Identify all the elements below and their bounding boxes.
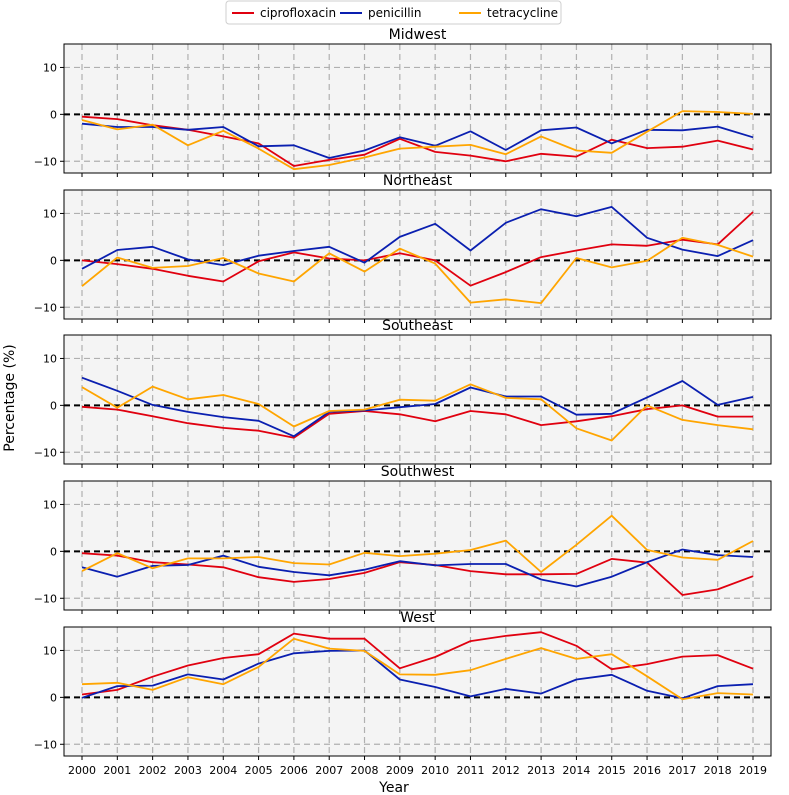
series-line-tetracycline xyxy=(81,637,754,701)
panel-title: West xyxy=(400,610,435,626)
y-tick-label: −10 xyxy=(34,738,57,751)
x-tick-label: 2006 xyxy=(280,764,308,777)
x-tick-label: 2012 xyxy=(492,764,520,777)
series-line-penicillin xyxy=(81,548,754,588)
y-axis-label: Percentage (%) xyxy=(2,344,18,451)
panel-title: Midwest xyxy=(389,27,447,43)
series-line-tetracycline xyxy=(81,514,754,573)
y-tick-label: 10 xyxy=(43,352,57,365)
plot-frame xyxy=(63,480,772,611)
legend-box xyxy=(225,0,562,25)
plot-area xyxy=(64,481,771,610)
x-tick-label: 2018 xyxy=(704,764,732,777)
x-tick-label: 2013 xyxy=(527,764,555,777)
y-tick-label: 0 xyxy=(50,399,57,412)
x-tick-label: 2003 xyxy=(174,764,202,777)
x-tick-label: 2001 xyxy=(103,764,131,777)
y-tick-label: 0 xyxy=(50,254,57,267)
panel-midwest: Midwest −10 0 10 xyxy=(34,27,772,177)
chart-panels: Midwest −10 0 10 Northeast −10 0 10 Southeast −10… xyxy=(34,27,772,777)
series-line-penicillin xyxy=(81,376,754,438)
x-tick-label: 2002 xyxy=(139,764,167,777)
y-tick-label: 0 xyxy=(50,545,57,558)
plot-frame xyxy=(63,334,772,465)
legend-label-penicillin: penicillin xyxy=(368,6,421,20)
x-tick-label: 2000 xyxy=(68,764,96,777)
panel-southeast: Southeast −10 0 10 xyxy=(34,318,772,468)
x-tick-label: 2015 xyxy=(598,764,626,777)
panel-title: Southeast xyxy=(382,318,453,334)
y-tick-label: 10 xyxy=(43,498,57,511)
plot-frame xyxy=(63,626,772,757)
series-line-ciprofloxacin xyxy=(81,115,754,167)
series-line-ciprofloxacin xyxy=(81,631,754,696)
y-tick-label: 10 xyxy=(43,61,57,74)
plot-frame xyxy=(63,43,772,174)
x-tick-label: 2004 xyxy=(209,764,237,777)
x-tick-label: 2008 xyxy=(351,764,379,777)
x-tick-label: 2014 xyxy=(562,764,590,777)
x-tick-label: 2007 xyxy=(315,764,343,777)
series-line-penicillin xyxy=(81,649,754,700)
panel-southwest: Southwest −10 0 10 xyxy=(34,464,772,614)
legend: ciprofloxacin penicillin tetracycline xyxy=(225,0,562,25)
series-line-penicillin xyxy=(81,205,754,270)
y-tick-label: −10 xyxy=(34,446,57,459)
legend-label-ciprofloxacin: ciprofloxacin xyxy=(260,6,336,20)
plot-area xyxy=(64,190,771,319)
x-tick-label: 2010 xyxy=(421,764,449,777)
y-tick-label: 10 xyxy=(43,644,57,657)
y-tick-label: 10 xyxy=(43,207,57,220)
series-line-penicillin xyxy=(81,122,754,159)
y-tick-label: −10 xyxy=(34,592,57,605)
panel-northeast: Northeast −10 0 10 xyxy=(34,173,772,323)
x-tick-label: 2005 xyxy=(245,764,273,777)
y-tick-label: −10 xyxy=(34,301,57,314)
x-tick-label: 2017 xyxy=(668,764,696,777)
x-tick-label: 2009 xyxy=(386,764,414,777)
x-tick-label: 2019 xyxy=(739,764,767,777)
panel-title: Northeast xyxy=(383,173,453,189)
series-line-tetracycline xyxy=(81,236,754,305)
y-tick-label: 0 xyxy=(50,691,57,704)
y-tick-label: 0 xyxy=(50,108,57,121)
plot-frame xyxy=(63,189,772,320)
legend-label-tetracycline: tetracycline xyxy=(487,6,558,20)
y-tick-label: −10 xyxy=(34,155,57,168)
x-tick-label: 2016 xyxy=(633,764,661,777)
x-axis-label: Year xyxy=(378,780,409,795)
plot-area xyxy=(64,44,771,173)
panel-title: Southwest xyxy=(381,464,455,480)
panel-west: West −10 0 10 2000 2001 2002 2003 2004 2005 2006 20… xyxy=(34,610,772,777)
series-line-tetracycline xyxy=(81,110,754,171)
plot-area xyxy=(64,627,771,756)
x-tick-label: 2011 xyxy=(456,764,484,777)
series-line-tetracycline xyxy=(81,383,754,442)
